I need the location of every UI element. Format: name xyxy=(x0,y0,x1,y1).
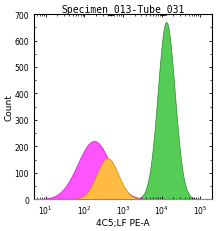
Title: Specimen_013-Tube_031: Specimen_013-Tube_031 xyxy=(61,4,185,15)
Y-axis label: Count: Count xyxy=(4,94,13,121)
X-axis label: 4C5;LF PE-A: 4C5;LF PE-A xyxy=(96,218,150,227)
